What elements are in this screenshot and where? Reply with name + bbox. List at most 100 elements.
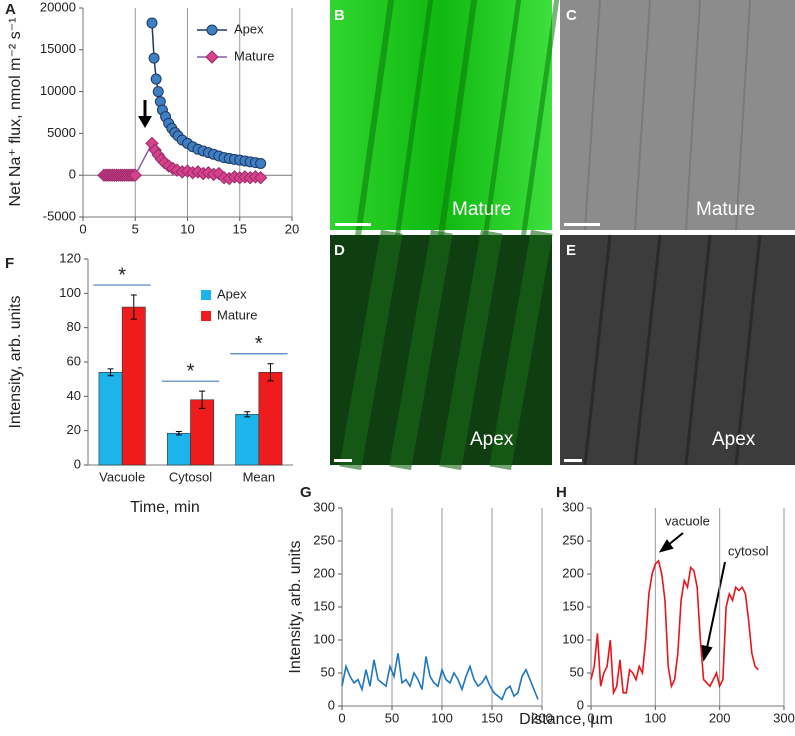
marker (152, 86, 164, 98)
error-bar (267, 363, 274, 382)
x-tick-label: 200 (531, 710, 553, 725)
legend-label: Apex (217, 286, 247, 301)
image-label: Apex (470, 429, 514, 450)
panel-letter: D (334, 242, 345, 259)
y-tick-label: 100 (562, 631, 584, 646)
image-label: Apex (712, 429, 756, 450)
series-line (151, 23, 261, 165)
significance-label: * (118, 264, 126, 286)
image-e (560, 234, 795, 466)
image-b (330, 0, 561, 240)
error-bar (199, 390, 206, 409)
x-tick-label: 100 (644, 710, 666, 725)
y-tick-label: 0 (328, 697, 335, 712)
marker (148, 52, 160, 64)
x-tick-label: 0 (79, 221, 86, 236)
image-c (560, 0, 795, 231)
legend-label: Mature (217, 307, 257, 322)
y-tick-label: 100 (313, 631, 335, 646)
panel-letter: C (566, 7, 577, 24)
image-label: Mature (452, 199, 511, 220)
arrow (138, 100, 152, 128)
legend-marker (205, 50, 219, 64)
panel-letter: E (566, 242, 576, 259)
x-tick-label: 15 (233, 221, 247, 236)
bar (98, 371, 123, 466)
y-tick-label: 300 (562, 499, 584, 514)
legend-label: Mature (234, 48, 274, 63)
y-tick-label: 50 (570, 664, 584, 679)
panel-letter: F (5, 255, 14, 272)
marker (253, 171, 268, 185)
y-axis-label: Intensity, arb. units (7, 295, 24, 428)
significance-label: * (187, 360, 195, 382)
image-label: Mature (696, 199, 755, 220)
bar (121, 306, 146, 466)
x-tick-label: 100 (431, 710, 453, 725)
y-tick-label: 20 (67, 422, 81, 437)
annotation: vacuole (665, 513, 710, 528)
y-tick-label: -5000 (43, 208, 76, 223)
panel-letter: G (300, 484, 312, 501)
y-tick-label: 10000 (40, 83, 76, 98)
y-axis-label: Intensity, arb. units (287, 540, 304, 673)
y-tick-label: 0 (74, 456, 81, 471)
image-d (330, 229, 553, 471)
y-tick-label: 80 (67, 319, 81, 334)
panel-letter: B (334, 7, 345, 24)
annotation: cytosol (728, 543, 769, 558)
legend-marker (206, 24, 218, 36)
y-tick-label: 40 (67, 388, 81, 403)
bar (258, 371, 283, 466)
y-tick-label: 50 (321, 664, 335, 679)
x-tick-label: 20 (285, 221, 299, 236)
bar (190, 399, 215, 466)
y-tick-label: 100 (59, 285, 81, 300)
series-line (590, 559, 759, 696)
x-tick-label: 200 (709, 710, 731, 725)
x-tick-label: Cytosol (169, 469, 212, 484)
x-tick-label: 50 (385, 710, 399, 725)
y-axis-label: Net Na⁺ flux, nmol m⁻² s⁻¹ (7, 18, 24, 207)
x-tick-label: 10 (180, 221, 194, 236)
error-bar (107, 368, 114, 377)
y-tick-label: 250 (313, 532, 335, 547)
arrow (658, 532, 726, 662)
significance-label: * (255, 333, 263, 355)
x-tick-label: 150 (481, 710, 503, 725)
panel-letter: H (556, 484, 567, 501)
y-tick-label: 200 (562, 565, 584, 580)
x-tick-label: 0 (338, 710, 345, 725)
y-tick-label: 200 (313, 565, 335, 580)
y-tick-label: 300 (313, 499, 335, 514)
y-tick-label: 20000 (40, 0, 76, 14)
error-bar (244, 411, 251, 418)
y-tick-label: 250 (562, 532, 584, 547)
marker (128, 168, 142, 182)
marker (150, 73, 162, 85)
legend-swatch (201, 311, 211, 321)
x-axis-label: Distance, µm (519, 711, 613, 728)
bar (235, 414, 260, 466)
x-axis-label: Time, min (130, 499, 200, 516)
panel-letter: A (5, 1, 16, 18)
y-tick-label: 60 (67, 353, 81, 368)
y-tick-label: 0 (69, 167, 76, 182)
y-tick-label: 0 (577, 697, 584, 712)
y-tick-label: 15000 (40, 41, 76, 56)
error-bar (130, 294, 137, 320)
x-tick-label: Mean (243, 469, 276, 484)
x-tick-label: 0 (587, 710, 594, 725)
y-tick-label: 120 (59, 250, 81, 265)
bar (166, 432, 191, 466)
y-tick-label: 5000 (47, 125, 76, 140)
series-line (341, 653, 539, 701)
x-tick-label: 5 (132, 221, 139, 236)
error-bar (175, 431, 182, 436)
legend-label: Apex (234, 21, 264, 36)
y-tick-label: 150 (562, 598, 584, 613)
x-tick-label: Vacuole (99, 469, 145, 484)
marker (255, 157, 267, 169)
y-tick-label: 150 (313, 598, 335, 613)
